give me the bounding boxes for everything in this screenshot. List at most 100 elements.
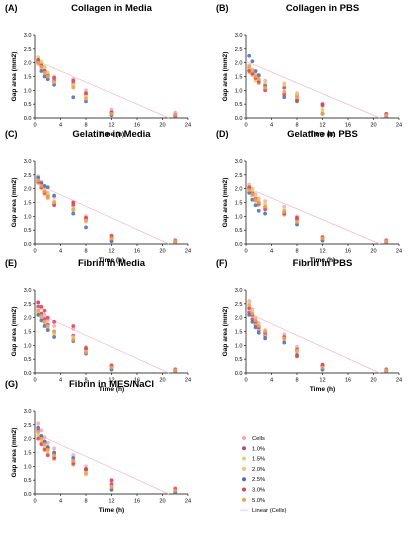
data-point — [84, 225, 88, 230]
data-point — [52, 446, 57, 451]
y-tick-label: 2.0 — [24, 61, 32, 67]
x-tick-label: 24 — [396, 378, 402, 384]
data-point — [84, 350, 88, 355]
y-axis-label: Gap area (mm2) — [11, 178, 18, 228]
data-point — [256, 324, 261, 328]
data-point — [71, 203, 76, 208]
x-tick-label: 20 — [159, 499, 165, 505]
data-point — [52, 82, 57, 87]
data-point — [52, 324, 57, 328]
data-point — [320, 111, 325, 116]
data-point — [39, 69, 44, 73]
x-tick-label: 4 — [59, 249, 62, 255]
data-point — [52, 203, 57, 208]
data-point — [39, 311, 44, 316]
panel-letter: (B) — [216, 3, 229, 13]
data-point — [71, 85, 76, 90]
data-point — [42, 313, 47, 317]
data-point — [282, 336, 287, 341]
data-point — [71, 78, 76, 83]
data-point — [39, 318, 44, 323]
data-point — [109, 487, 114, 492]
x-axis-label: Time (h) — [99, 257, 125, 264]
data-point — [247, 306, 252, 310]
data-point — [173, 239, 178, 244]
panel-c: (C) Gelatine in Media 0.0 0.5 1.0 1.5 2.0 2.5 3.… — [5, 129, 191, 264]
data-point — [253, 197, 258, 202]
panel-f: (F) Fibrin in PBS 0.0 0.5 1.0 1.5 2.0 2.5 3.0 0 4 8… — [216, 258, 402, 393]
y-tick-label: 1.5 — [24, 330, 32, 336]
x-tick-label: 12 — [319, 123, 325, 129]
x-axis-label: Time (h) — [99, 131, 125, 138]
data-point — [256, 321, 261, 326]
x-tick-label: 8 — [295, 249, 298, 255]
data-point — [39, 428, 44, 433]
x-axis-label: Time (h) — [310, 131, 336, 138]
data-point — [256, 77, 261, 82]
x-tick-label: 8 — [295, 123, 298, 129]
data-point — [42, 184, 47, 188]
data-point — [109, 111, 114, 116]
data-point — [36, 313, 41, 317]
panel-g: (G) Fibrin in MES/NaCl 0.0 0.5 1.0 1.5 2.0 2.5 3… — [5, 379, 191, 514]
y-axis-label: Gap area (mm2) — [11, 428, 18, 478]
y-tick-label: 3.0 — [24, 159, 32, 165]
y-tick-label: 2.5 — [24, 47, 32, 53]
trendline — [34, 59, 170, 119]
panel-letter: (C) — [5, 129, 18, 139]
x-tick-label: 24 — [185, 499, 191, 505]
panel-b: (B) Collagen in PBS 0.0 0.5 1.0 1.5 2.0 2.5 3.0 0… — [216, 3, 402, 138]
data-point — [384, 368, 389, 373]
y-tick-label: 0.5 — [24, 228, 32, 234]
data-point — [84, 471, 88, 476]
data-point — [250, 69, 255, 73]
data-point — [52, 450, 57, 455]
x-axis-label: Time (h) — [99, 386, 125, 393]
y-tick-label: 0.0 — [24, 116, 32, 122]
data-point — [39, 442, 44, 447]
data-point — [282, 89, 287, 94]
y-tick-label: 0.0 — [24, 371, 32, 377]
y-tick-label: 2.5 — [24, 173, 32, 179]
data-point — [71, 456, 76, 460]
data-point — [263, 211, 268, 216]
x-tick-label: 20 — [159, 123, 165, 129]
data-point — [36, 178, 41, 183]
data-point — [42, 447, 47, 452]
y-tick-label: 2.5 — [24, 423, 32, 429]
y-tick-label: 0.5 — [235, 357, 243, 363]
x-tick-label: 0 — [33, 499, 36, 505]
data-point — [71, 461, 76, 466]
data-point — [36, 436, 41, 441]
data-point — [42, 189, 47, 194]
data-point — [253, 74, 258, 79]
data-point — [36, 434, 41, 438]
y-tick-label: 0.0 — [235, 116, 243, 122]
data-point — [42, 70, 47, 75]
data-point — [84, 215, 88, 220]
legend-trendline-label: Linear (Cells) — [252, 508, 287, 514]
y-tick-label: 1.5 — [235, 330, 243, 336]
y-tick-label: 1.0 — [235, 214, 243, 220]
y-tick-label: 1.5 — [24, 451, 32, 457]
data-point — [84, 88, 88, 93]
data-point — [36, 55, 41, 60]
x-tick-label: 4 — [59, 123, 62, 129]
x-tick-label: 16 — [345, 249, 351, 255]
data-point — [250, 307, 255, 312]
data-point — [42, 319, 47, 324]
trendline — [245, 60, 381, 119]
y-tick-label: 0.0 — [24, 492, 32, 498]
data-point — [84, 218, 88, 223]
data-point — [253, 71, 258, 76]
data-point — [263, 329, 268, 334]
y-tick-label: 1.0 — [24, 464, 32, 470]
x-tick-label: 24 — [185, 123, 191, 129]
x-axis-label: Time (h) — [310, 386, 336, 393]
data-point — [256, 80, 261, 84]
y-tick-label: 2.5 — [235, 173, 243, 179]
y-axis-label: Gap area (mm2) — [222, 52, 229, 102]
trendline — [34, 182, 170, 245]
data-point — [263, 88, 268, 93]
x-tick-label: 4 — [270, 123, 273, 129]
